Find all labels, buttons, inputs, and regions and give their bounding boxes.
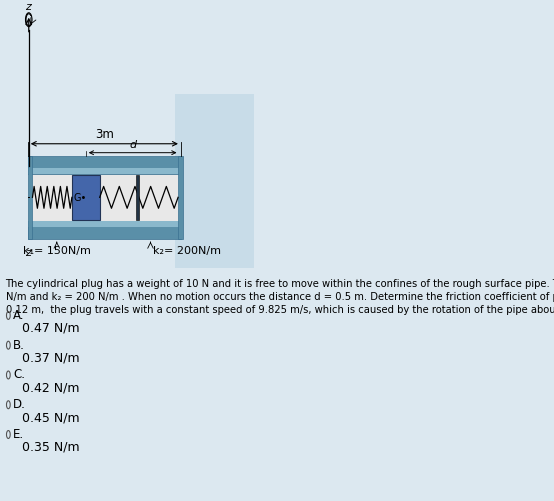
Bar bbox=[28, 222, 181, 239]
Text: 0.37 N/m: 0.37 N/m bbox=[22, 351, 80, 364]
Text: 0.47 N/m: 0.47 N/m bbox=[22, 321, 80, 334]
Text: z: z bbox=[25, 247, 31, 258]
Text: B.: B. bbox=[13, 338, 25, 351]
Text: z: z bbox=[25, 2, 31, 12]
Text: 0.42 N/m: 0.42 N/m bbox=[22, 381, 80, 394]
Text: A.: A. bbox=[13, 308, 24, 321]
Text: G•: G• bbox=[74, 193, 87, 203]
Text: 0.35 N/m: 0.35 N/m bbox=[22, 440, 80, 453]
Text: k₂= 200N/m: k₂= 200N/m bbox=[153, 245, 221, 256]
Bar bbox=[28, 222, 181, 227]
Bar bbox=[72, 175, 100, 221]
Text: 0.45 N/m: 0.45 N/m bbox=[22, 410, 80, 423]
Text: The cylindrical plug has a weight of 10 N and it is free to move within the conf: The cylindrical plug has a weight of 10 … bbox=[6, 278, 554, 288]
Text: d: d bbox=[129, 139, 136, 149]
Text: D.: D. bbox=[13, 397, 26, 410]
Text: C.: C. bbox=[13, 368, 25, 381]
Bar bbox=[28, 156, 33, 239]
Bar bbox=[28, 156, 181, 174]
Bar bbox=[136, 175, 139, 221]
Text: 0.12 m,  the plug travels with a constant speed of 9.825 m/s, which is caused by: 0.12 m, the plug travels with a constant… bbox=[6, 304, 554, 314]
Bar bbox=[28, 174, 181, 222]
Bar bbox=[175, 95, 254, 268]
Bar bbox=[178, 156, 183, 239]
Text: N/m and k₂ = 200 N/m . When no motion occurs the distance d = 0.5 m. Determine t: N/m and k₂ = 200 N/m . When no motion oc… bbox=[6, 291, 554, 301]
Bar bbox=[28, 168, 181, 174]
Text: 3m: 3m bbox=[95, 128, 114, 140]
Text: E.: E. bbox=[13, 427, 24, 440]
Text: k₁= 150N/m: k₁= 150N/m bbox=[23, 245, 91, 256]
